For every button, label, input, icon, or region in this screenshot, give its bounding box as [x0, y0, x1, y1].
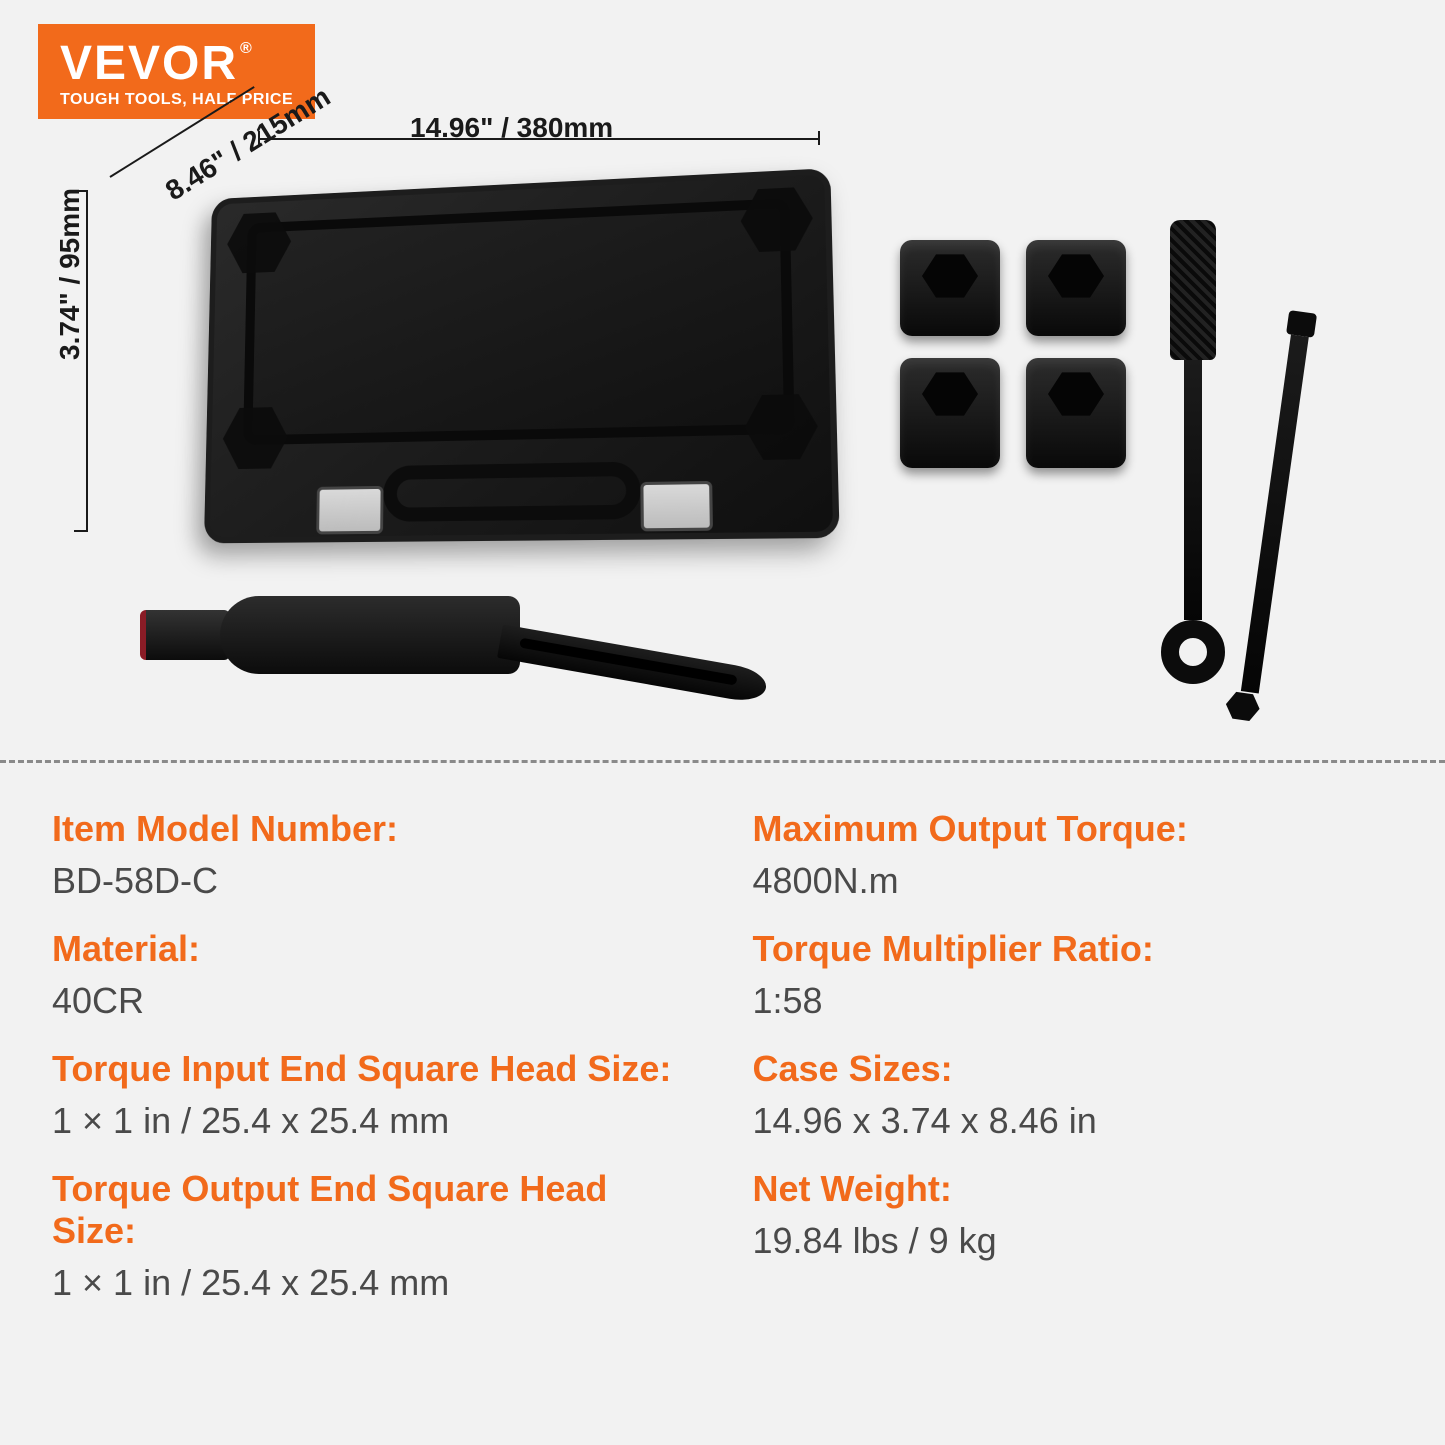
case-corner	[740, 183, 814, 256]
spec-label: Net Weight:	[753, 1168, 1394, 1210]
case-corner	[744, 390, 819, 464]
extension-bar	[1231, 310, 1317, 730]
spec-value: 1 × 1 in / 25.4 x 25.4 mm	[52, 1262, 693, 1304]
dimension-height: 3.74" / 95mm	[54, 188, 86, 360]
case-handle	[383, 462, 641, 522]
tool-reaction-arm	[497, 624, 769, 704]
case-corner	[226, 208, 291, 277]
spec-panel: Item Model Number: BD-58D-C Material: 40…	[52, 800, 1393, 1330]
socket	[1026, 240, 1126, 336]
handle-bar-with-ring	[1170, 220, 1216, 700]
dim-tick	[258, 131, 260, 145]
spec-value: 4800N.m	[753, 860, 1394, 902]
dim-tick	[74, 530, 88, 532]
spec-label: Torque Output End Square Head Size:	[52, 1168, 693, 1252]
brand-logo: VEVOR ® TOUGH TOOLS, HALF PRICE	[38, 24, 315, 119]
spec-label: Torque Input End Square Head Size:	[52, 1048, 693, 1090]
spec-label: Material:	[52, 928, 693, 970]
tool-output-drive	[140, 610, 230, 660]
spec-value: 14.96 x 3.74 x 8.46 in	[753, 1100, 1394, 1142]
spec-value: 1:58	[753, 980, 1394, 1022]
socket	[1026, 358, 1126, 468]
spec-label: Torque Multiplier Ratio:	[753, 928, 1394, 970]
brand-tagline: TOUGH TOOLS, HALF PRICE	[60, 91, 293, 109]
handle-grip	[1170, 220, 1216, 360]
carry-case	[204, 168, 840, 543]
handle-ring	[1161, 620, 1225, 684]
spec-value: 19.84 lbs / 9 kg	[753, 1220, 1394, 1262]
socket-set	[900, 240, 1130, 500]
bar-shaft	[1241, 335, 1309, 694]
bar-hex-end	[1224, 689, 1262, 723]
socket	[900, 358, 1000, 468]
handle-shaft	[1184, 360, 1202, 620]
case-corner	[222, 403, 288, 472]
brand-name: VEVOR	[60, 36, 238, 91]
registered-mark: ®	[240, 40, 254, 58]
dim-tick	[74, 190, 88, 192]
dim-line-height	[86, 190, 88, 530]
brand-name-row: VEVOR ®	[60, 36, 293, 91]
case-latch	[640, 481, 713, 531]
spec-column-right: Maximum Output Torque: 4800N.m Torque Mu…	[753, 800, 1394, 1330]
dim-tick	[818, 131, 820, 145]
spec-label: Item Model Number:	[52, 808, 693, 850]
spec-value: 40CR	[52, 980, 693, 1022]
spec-value: 1 × 1 in / 25.4 x 25.4 mm	[52, 1100, 693, 1142]
case-latch	[316, 486, 383, 535]
torque-multiplier	[140, 560, 760, 730]
spec-column-left: Item Model Number: BD-58D-C Material: 40…	[52, 800, 693, 1330]
spec-label: Maximum Output Torque:	[753, 808, 1394, 850]
dim-line-width	[260, 138, 820, 140]
spec-label: Case Sizes:	[753, 1048, 1394, 1090]
tool-body	[220, 596, 520, 674]
spec-value: BD-58D-C	[52, 860, 693, 902]
socket	[900, 240, 1000, 336]
section-divider	[0, 760, 1445, 763]
product-image-area: 3.74" / 95mm 8.46" / 215mm 14.96" / 380m…	[40, 120, 1405, 700]
